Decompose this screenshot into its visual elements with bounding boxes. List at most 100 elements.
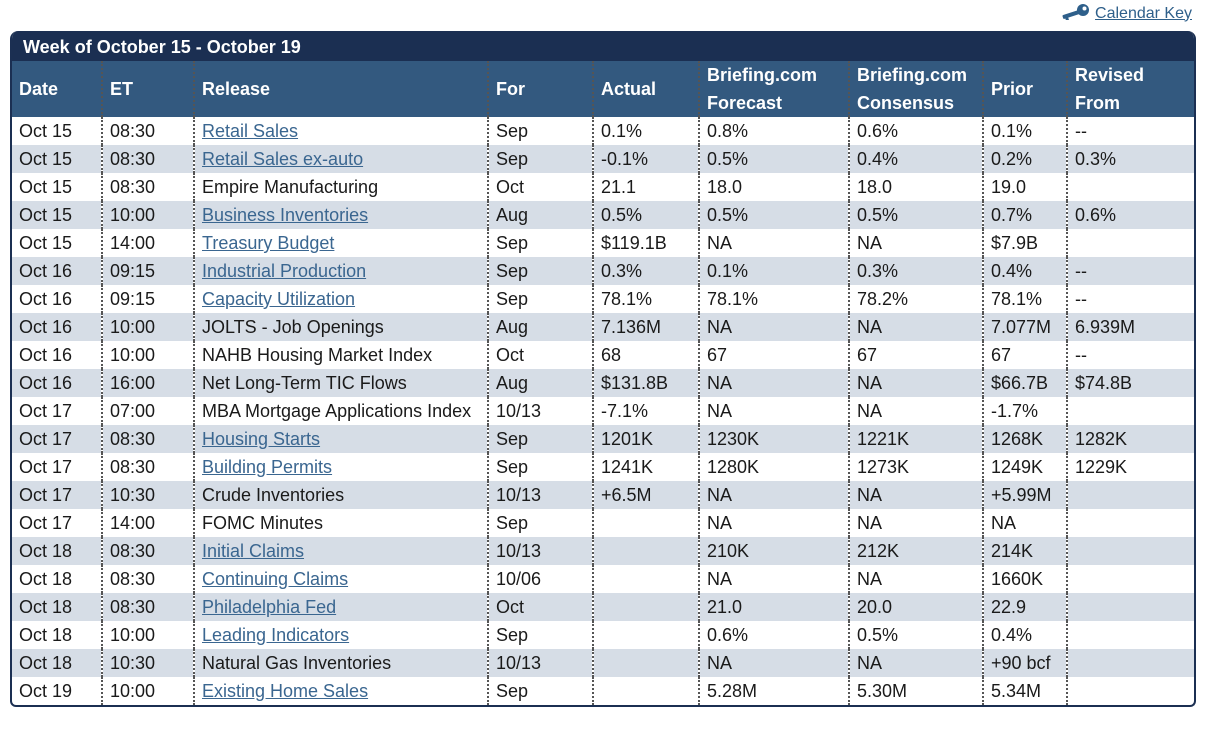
forecast-cell: 0.1% <box>698 257 849 285</box>
for-cell: 10/13 <box>487 397 593 425</box>
column-header-label: Release <box>202 79 271 99</box>
table-row: Oct 15 08:30 Retail Sales Sep 0.1% 0.8% 0.6% 0.… <box>12 117 1194 145</box>
actual-cell: 0.3% <box>592 257 699 285</box>
calendar-key[interactable]: Calendar Key <box>1060 2 1192 25</box>
for-cell: 10/06 <box>487 565 593 593</box>
table-row: Oct 15 08:30 Retail Sales ex-auto Sep -0.1% 0… <box>12 145 1194 173</box>
et-cell: 10:00 <box>101 621 194 649</box>
for-cell: 10/13 <box>487 537 593 565</box>
release-link[interactable]: Building Permits <box>202 457 333 477</box>
actual-cell: -7.1% <box>592 397 699 425</box>
calendar-key-link[interactable]: Calendar Key <box>1095 4 1192 22</box>
for-cell: Oct <box>487 593 593 621</box>
release-link[interactable]: Retail Sales <box>202 121 299 141</box>
revised-cell: -- <box>1066 341 1194 369</box>
consensus-cell: NA <box>848 481 983 509</box>
actual-cell: 21.1 <box>592 173 699 201</box>
prior-cell: 22.9 <box>982 593 1067 621</box>
release-link[interactable]: Initial Claims <box>202 541 305 561</box>
et-cell: 10:00 <box>101 313 194 341</box>
table-row: Oct 15 10:00 Business Inventories Aug 0.5% 0.… <box>12 201 1194 229</box>
et-cell: 14:00 <box>101 509 194 537</box>
release-link[interactable]: Philadelphia Fed <box>202 597 337 617</box>
table-row: Oct 17 10:30 Crude Inventories 10/13 +6.5M NA… <box>12 481 1194 509</box>
release-link[interactable]: Existing Home Sales <box>202 681 369 701</box>
table-row: Oct 16 09:15 Capacity Utilization Sep 78.1% 7… <box>12 285 1194 313</box>
date-cell: Oct 15 <box>12 201 102 229</box>
release-cell: Housing Starts <box>193 425 488 453</box>
release-link[interactable]: Retail Sales ex-auto <box>202 149 364 169</box>
revised-cell: 0.6% <box>1066 201 1194 229</box>
table-row: Oct 16 10:00 NAHB Housing Market Index Oct 6… <box>12 341 1194 369</box>
table-row: Oct 15 08:30 Empire Manufacturing Oct 21.1 18… <box>12 173 1194 201</box>
date-cell: Oct 15 <box>19 121 73 141</box>
release-cell: Net Long-Term TIC Flows <box>193 369 488 397</box>
forecast-cell: 18.0 <box>698 173 849 201</box>
date-cell: Oct 15 <box>19 233 73 253</box>
table-row: Oct 19 10:00 Existing Home Sales Sep 5.28M 5.… <box>12 677 1194 705</box>
for-cell: Aug <box>487 313 593 341</box>
date-cell: Oct 16 <box>19 345 73 365</box>
table-row: Oct 16 09:15 Industrial Production Sep 0.3% 0… <box>12 257 1194 285</box>
consensus-cell: 1273K <box>848 453 983 481</box>
release-cell: Natural Gas Inventories <box>193 649 488 677</box>
for-cell: Sep <box>487 677 593 705</box>
revised-cell <box>1066 173 1194 201</box>
actual-cell: 68 <box>592 341 699 369</box>
table-row: Oct 17 08:30 Building Permits Sep 1241K 1280K… <box>12 453 1194 481</box>
prior-cell: 214K <box>982 537 1067 565</box>
date-cell: Oct 16 <box>12 369 102 397</box>
release-cell: NAHB Housing Market Index <box>193 341 488 369</box>
release-cell: Treasury Budget <box>193 229 488 257</box>
prior-cell: 67 <box>982 341 1067 369</box>
et-cell: 08:30 <box>101 593 194 621</box>
consensus-cell: 78.2% <box>848 285 983 313</box>
release-cell: Crude Inventories <box>193 481 488 509</box>
release-cell: Empire Manufacturing <box>193 173 488 201</box>
et-cell: 08:30 <box>101 173 194 201</box>
for-cell: Oct <box>487 173 593 201</box>
prior-cell: 5.34M <box>982 677 1067 705</box>
release-cell: Existing Home Sales <box>193 677 488 705</box>
prior-cell: 0.4% <box>982 621 1067 649</box>
actual-cell <box>592 677 699 705</box>
column-header-forecast: Briefing.com Forecast <box>698 61 849 117</box>
release-link[interactable]: Housing Starts <box>202 429 321 449</box>
release-link[interactable]: Business Inventories <box>202 205 369 225</box>
consensus-cell: 212K <box>848 537 983 565</box>
column-header-label: Actual <box>601 79 657 99</box>
et-cell: 14:00 <box>101 229 194 257</box>
column-header-label: Briefing.com <box>707 65 818 85</box>
release-cell: Continuing Claims <box>193 565 488 593</box>
revised-cell <box>1066 593 1194 621</box>
release-link[interactable]: Treasury Budget <box>202 233 335 253</box>
prior-cell: 1660K <box>982 565 1067 593</box>
forecast-cell: 67 <box>698 341 849 369</box>
table-row: Oct 16 10:00 JOLTS - Job Openings Aug 7.136M… <box>12 313 1194 341</box>
release-cell: Business Inventories <box>193 201 488 229</box>
table-row: Oct 15 14:00 Treasury Budget Sep $119.1B NA NA… <box>12 229 1194 257</box>
forecast-cell: NA <box>698 313 849 341</box>
consensus-cell: NA <box>848 509 983 537</box>
forecast-cell: 0.6% <box>698 621 849 649</box>
date-cell: Oct 19 <box>19 681 73 701</box>
column-header-for: For <box>487 61 593 117</box>
release-link[interactable]: Capacity Utilization <box>202 289 356 309</box>
release-link[interactable]: Continuing Claims <box>202 569 349 589</box>
revised-cell <box>1066 397 1194 425</box>
prior-cell: 78.1% <box>982 285 1067 313</box>
forecast-cell: NA <box>698 369 849 397</box>
forecast-cell: 1280K <box>698 453 849 481</box>
release-link[interactable]: Industrial Production <box>202 261 367 281</box>
date-cell: Oct 15 <box>19 177 73 197</box>
column-header-actual: Actual <box>592 61 699 117</box>
forecast-cell: NA <box>698 481 849 509</box>
prior-cell: 0.4% <box>982 257 1067 285</box>
release-link[interactable]: Leading Indicators <box>202 625 350 645</box>
prior-cell: 0.1% <box>982 117 1067 145</box>
table-header-row: Date ET Release For Actual Briefing.com Foreca… <box>12 61 1194 117</box>
consensus-cell: 1221K <box>848 425 983 453</box>
for-cell: Sep <box>487 425 593 453</box>
column-header-label: From <box>1075 93 1120 113</box>
revised-cell <box>1066 621 1194 649</box>
